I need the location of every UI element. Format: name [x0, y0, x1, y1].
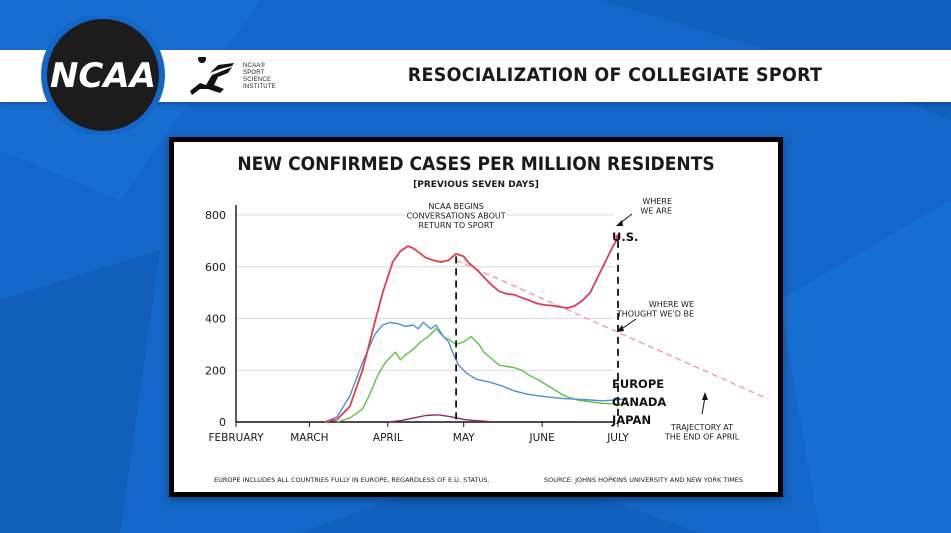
cases-chart: NEW CONFIRMED CASES PER MILLION RESIDENT…: [205, 153, 768, 484]
y-tick-label: 400: [205, 313, 226, 326]
series-line-japan: [387, 414, 490, 423]
x-tick-label: JULY: [606, 432, 629, 444]
x-tick-label: JUNE: [528, 432, 554, 444]
projection-line: [455, 259, 768, 400]
grid-lines: [235, 205, 614, 423]
chart-frame: NEW CONFIRMED CASES PER MILLION RESIDENT…: [169, 137, 783, 497]
footnote-right: SOURCE: JOHNS HOPKINS UNIVERSITY AND NEW…: [544, 476, 743, 484]
institute-line: NCAA®: [243, 63, 266, 69]
x-axis-ticks: FEBRUARY MARCH APRIL MAY JUNE JULY: [208, 422, 629, 444]
footnote-left: EUROPE INCLUDES ALL COUNTRIES FULLY IN E…: [214, 476, 490, 484]
institute-logo-text: NCAA® SPORT SCIENCE INSTITUTE: [243, 63, 276, 91]
y-tick-label: 0: [219, 416, 226, 429]
runner-icon: [190, 57, 234, 95]
annotation-ncaa-text: CONVERSATIONS ABOUT: [407, 212, 506, 221]
arrowhead-where-we-are: [616, 220, 623, 226]
chart-title: NEW CONFIRMED CASES PER MILLION RESIDENT…: [237, 153, 714, 175]
x-tick-label: APRIL: [373, 432, 403, 444]
us-endpoint-marker: [615, 234, 621, 240]
y-tick-label: 600: [205, 261, 226, 274]
chart-subtitle: [PREVIOUS SEVEN DAYS]: [413, 180, 539, 190]
series-line-us: [324, 236, 619, 423]
series-line-europe: [324, 321, 629, 423]
y-tick-label: 800: [205, 209, 226, 222]
series-line-canada: [336, 328, 629, 423]
x-tick-label: FEBRUARY: [208, 432, 264, 444]
annotation-where-we-are: WE ARE: [640, 207, 672, 216]
institute-line: SCIENCE: [243, 77, 272, 83]
annotation-trajectory: THE END OF APRIL: [664, 433, 740, 442]
annotation-ncaa-text: RETURN TO SPORT: [418, 221, 493, 230]
series-label: U.S.: [612, 230, 638, 244]
reference-lines: [455, 240, 619, 422]
arrowhead-where-thought: [617, 325, 624, 332]
series-label: EUROPE: [612, 377, 664, 391]
annotation-backdrop: [406, 200, 507, 234]
series-label: JAPAN: [611, 413, 651, 427]
ncaa-logo-text: NCAA: [50, 56, 156, 96]
annotation-where-thought: WHERE WE: [649, 300, 694, 309]
institute-line: INSTITUTE: [243, 84, 276, 90]
annotation-where-we-are: WHERE: [642, 197, 672, 206]
series-label: CANADA: [612, 395, 666, 409]
x-tick-label: MAY: [453, 432, 475, 444]
ncaa-logo: NCAA: [41, 16, 165, 134]
y-tick-label: 200: [205, 364, 226, 377]
arrowhead-trajectory: [702, 392, 708, 400]
annotation-ncaa-text: NCAA BEGINS: [428, 202, 483, 211]
chart-panel: NEW CONFIRMED CASES PER MILLION RESIDENT…: [174, 142, 778, 492]
x-tick-label: MARCH: [290, 432, 328, 444]
y-axis-ticks: 0 200 400 600 800: [205, 209, 226, 429]
annotation-trajectory: TRAJECTORY AT: [670, 423, 733, 432]
institute-line: SPORT: [243, 70, 265, 76]
slide-title: RESOCIALIZATION OF COLLEGIATE SPORT: [407, 64, 823, 86]
annotation-where-thought: THOUGHT WE'D BE: [616, 310, 694, 319]
series-lines: [324, 234, 768, 423]
